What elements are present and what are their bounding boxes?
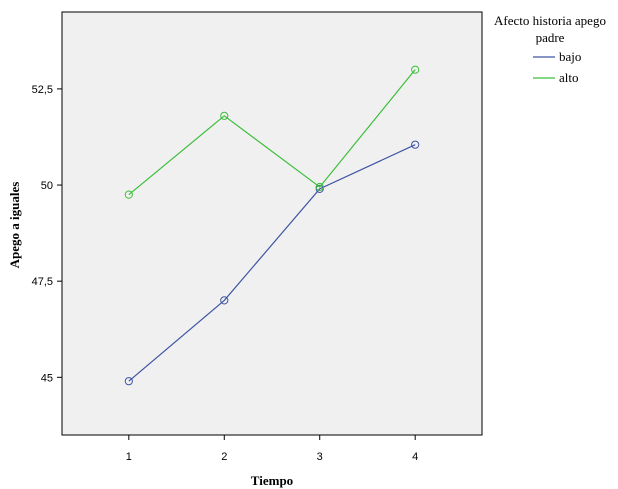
legend: Afecto historia apego padre bajo alto	[494, 13, 606, 85]
legend-label: alto	[559, 70, 579, 85]
series-layer	[124, 65, 420, 386]
series-bajo	[124, 140, 420, 386]
legend-label: bajo	[559, 49, 581, 64]
series-line	[128, 144, 416, 382]
x-tick-label: 4	[412, 451, 418, 463]
x-tick-label: 1	[126, 451, 132, 463]
plot-area	[61, 11, 483, 436]
x-axis-ticks: 1 2 3 4	[126, 435, 418, 463]
data-point	[315, 182, 324, 192]
y-axis-title: Apego a iguales	[7, 182, 22, 269]
legend-title-line-1: Afecto historia apego	[494, 13, 606, 28]
legend-title-line-2: padre	[536, 30, 565, 45]
y-tick-label: 52,5	[32, 84, 53, 96]
legend-items: bajo alto	[533, 49, 581, 85]
x-tick-label: 2	[221, 451, 227, 463]
x-axis-title: Tiempo	[251, 473, 293, 488]
y-tick-label: 47,5	[32, 276, 53, 288]
y-tick-label: 50	[41, 180, 53, 192]
y-tick-label: 45	[41, 372, 53, 384]
series-line	[128, 69, 416, 196]
data-point	[124, 377, 133, 386]
y-axis-ticks: 45 47,5 50 52,5	[32, 84, 62, 384]
data-point	[411, 65, 420, 74]
x-tick-label: 3	[317, 451, 323, 463]
data-point	[411, 140, 420, 149]
data-point	[220, 111, 229, 120]
data-point	[220, 296, 229, 305]
data-point	[124, 190, 133, 199]
series-alto	[124, 65, 420, 199]
